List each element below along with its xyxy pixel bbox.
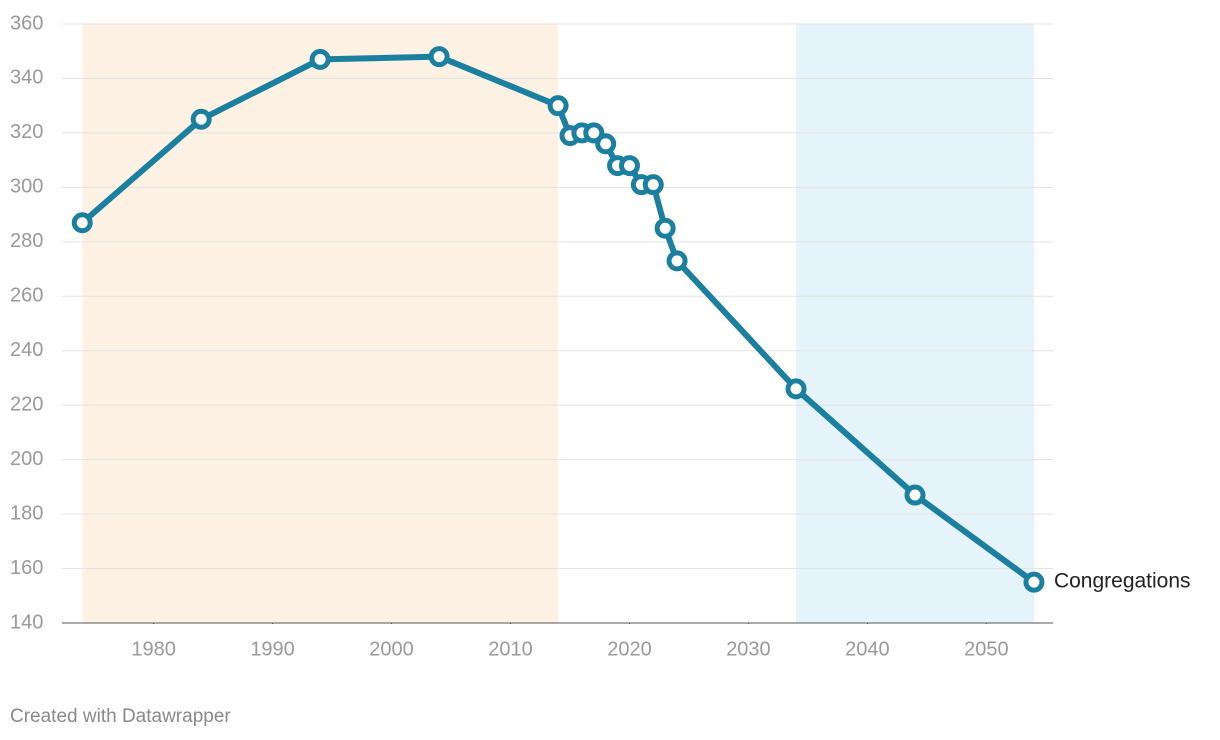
x-tick-label: 2020 xyxy=(607,638,652,660)
y-tick-label: 320 xyxy=(10,121,43,143)
y-tick-label: 260 xyxy=(10,285,43,307)
series-line xyxy=(80,53,1036,585)
point xyxy=(904,484,926,506)
point xyxy=(654,217,676,239)
point xyxy=(1023,571,1045,593)
point xyxy=(190,108,212,130)
point xyxy=(785,378,807,400)
x-tick-label: 1980 xyxy=(131,638,176,660)
x-tick-label: 2030 xyxy=(726,638,771,660)
point xyxy=(428,46,450,68)
footer: Created with Datawrapper xyxy=(10,706,231,727)
point xyxy=(71,212,93,234)
x-tick-label: 1990 xyxy=(250,638,295,660)
y-tick-label: 180 xyxy=(10,502,43,524)
point xyxy=(618,155,640,177)
point xyxy=(547,95,569,117)
point xyxy=(642,174,664,196)
shaded-range xyxy=(796,24,1034,623)
point xyxy=(309,48,331,70)
x-tick-label: 2000 xyxy=(369,638,414,660)
y-tick-label: 220 xyxy=(10,393,43,415)
series-label: Congregations xyxy=(1054,570,1191,593)
y-tick-label: 300 xyxy=(10,176,43,198)
y-tick-label: 240 xyxy=(10,339,43,361)
y-tick-label: 280 xyxy=(10,230,43,252)
y-tick-label: 340 xyxy=(10,67,43,89)
shaded-range xyxy=(82,24,559,623)
x-tick-label: 2010 xyxy=(488,638,533,660)
x-tick-label: 2050 xyxy=(964,638,1009,660)
y-tick-label: 200 xyxy=(10,448,43,470)
y-tick-label: 360 xyxy=(10,12,43,34)
point xyxy=(666,250,688,272)
y-tick-label: 140 xyxy=(10,611,43,633)
y-tick-label: 160 xyxy=(10,557,43,579)
point xyxy=(595,133,617,155)
x-tick-label: 2040 xyxy=(845,638,890,660)
